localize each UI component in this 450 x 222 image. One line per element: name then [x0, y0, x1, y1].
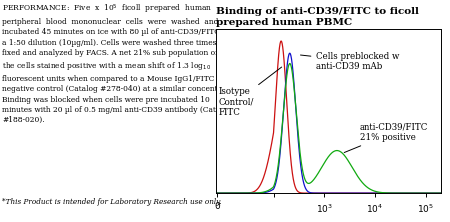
Text: Binding of anti-CD39/FITC to ficoll
prepared human PBMC: Binding of anti-CD39/FITC to ficoll prep… — [216, 7, 419, 27]
Text: Cells preblocked w
anti-CD39 mAb: Cells preblocked w anti-CD39 mAb — [301, 52, 400, 71]
Text: *This Product is intended for Laboratory Research use only.: *This Product is intended for Laboratory… — [2, 198, 222, 206]
Text: anti-CD39/FITC
21% positive: anti-CD39/FITC 21% positive — [344, 123, 428, 153]
Text: Isotype
Control/
FITC: Isotype Control/ FITC — [218, 67, 282, 117]
Text: PERFORMANCE:  Five  x  10$^5$  ficoll  prepared  human
peripheral  blood  mononu: PERFORMANCE: Five x 10$^5$ ficoll prepar… — [2, 2, 243, 124]
